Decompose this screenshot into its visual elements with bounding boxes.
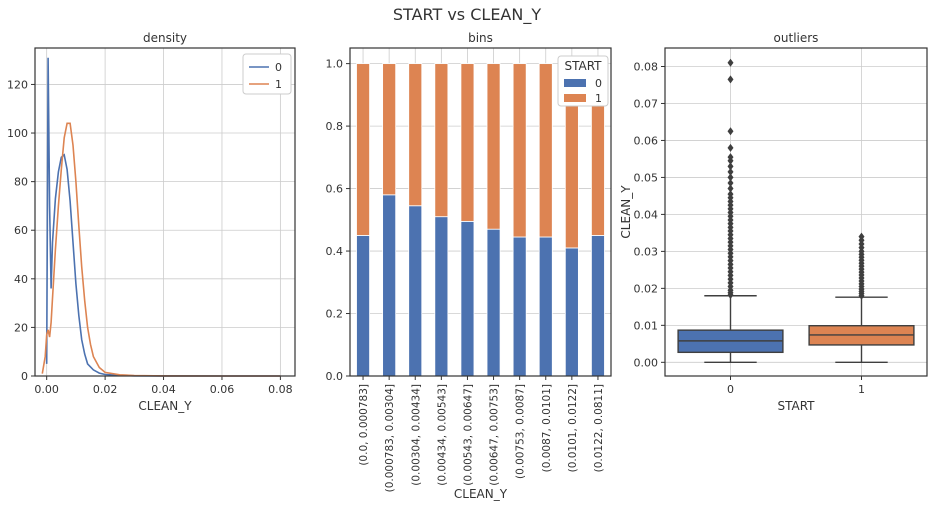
- bar-0: [538, 236, 553, 377]
- bar-1: [382, 63, 397, 196]
- bar-0: [486, 228, 501, 377]
- legend-box: [242, 53, 292, 95]
- y-tick-label: 0.2: [326, 308, 344, 321]
- y-tick-label: 0.00: [634, 356, 659, 369]
- y-tick-label: 60: [14, 224, 28, 237]
- outlier-point: [727, 184, 734, 193]
- y-tick-label: 0.0: [326, 370, 344, 383]
- x-tick-label: 0: [727, 383, 734, 396]
- x-tick-label: (0.0, 0.000783]: [358, 384, 370, 466]
- y-tick-label: 0.08: [634, 60, 659, 73]
- x-tick-label: (0.000783, 0.00304]: [384, 384, 396, 492]
- y-axis-label: CLEAN_Y: [619, 185, 633, 239]
- y-tick-label: 0.04: [634, 208, 659, 221]
- y-tick-label: 40: [14, 273, 28, 286]
- y-tick-label: 0.4: [326, 245, 344, 258]
- outlier-point: [727, 178, 734, 187]
- outlier-point: [727, 190, 734, 199]
- x-tick-label: 0.08: [268, 383, 293, 396]
- y-tick-label: 1.0: [326, 58, 344, 71]
- x-tick-label: (0.00647, 0.00753]: [489, 384, 501, 486]
- y-tick-label: 80: [14, 176, 28, 189]
- bar-1: [486, 63, 501, 230]
- x-axis-label: CLEAN_Y: [138, 399, 192, 413]
- bar-1: [408, 63, 423, 207]
- outlier-point: [727, 58, 734, 67]
- outlier-point: [727, 162, 734, 171]
- x-tick-label: (0.00304, 0.00434]: [410, 384, 422, 486]
- x-tick-label: (0.0101, 0.0122]: [567, 384, 579, 472]
- axes-frame: [34, 47, 296, 377]
- y-tick-label: 0.07: [634, 97, 659, 110]
- bar-0: [460, 220, 475, 377]
- y-tick-label: 0.01: [634, 319, 659, 332]
- x-axis-label: CLEAN_Y: [454, 487, 508, 501]
- bar-1: [538, 63, 553, 238]
- x-tick-label: (0.00753, 0.0087]: [515, 384, 527, 479]
- x-tick-label: (0.00543, 0.00647]: [462, 384, 474, 486]
- legend-swatch: [564, 94, 586, 102]
- axes-title: outliers: [774, 31, 819, 45]
- y-tick-label: 0.6: [326, 183, 344, 196]
- y-tick-label: 100: [7, 127, 28, 140]
- bar-0: [434, 216, 449, 377]
- outlier-point: [727, 127, 734, 136]
- outlier-point: [727, 167, 734, 176]
- y-tick-label: 0.8: [326, 120, 344, 133]
- outlier-point: [727, 173, 734, 182]
- bar-1: [512, 63, 527, 238]
- axes-title: bins: [468, 31, 493, 45]
- y-tick-label: 120: [7, 78, 28, 91]
- x-tick-label: (0.0087, 0.0101]: [541, 384, 553, 472]
- x-tick-label: 1: [858, 383, 865, 396]
- legend-label: 1: [595, 92, 602, 105]
- x-tick-label: (0.0122, 0.0811]: [593, 384, 605, 472]
- axes-frame: [664, 47, 928, 377]
- axes-frame: [349, 47, 612, 377]
- x-tick-label: 0.00: [34, 383, 59, 396]
- x-tick-label: 0.02: [93, 383, 118, 396]
- x-tick-label: 0.06: [210, 383, 235, 396]
- bar-0: [512, 236, 527, 377]
- bar-0: [382, 194, 397, 377]
- legend-label: 1: [275, 78, 282, 91]
- y-tick-label: 0.02: [634, 282, 659, 295]
- bar-1: [434, 63, 449, 218]
- bar-0: [591, 235, 605, 377]
- bar-0: [408, 205, 423, 377]
- bar-1: [460, 63, 475, 222]
- x-tick-label: 0.04: [151, 383, 176, 396]
- y-tick-label: 0: [21, 370, 28, 383]
- bar-1: [356, 63, 370, 236]
- legend-swatch: [564, 79, 586, 87]
- y-tick-label: 0.05: [634, 171, 659, 184]
- axes-title: density: [143, 31, 187, 45]
- y-tick-label: 20: [14, 321, 28, 334]
- outlier-point: [727, 143, 734, 152]
- outlier-point: [727, 153, 734, 162]
- figure-title: START vs CLEAN_Y: [393, 5, 541, 25]
- y-tick-label: 0.03: [634, 245, 659, 258]
- outlier-point: [727, 75, 734, 84]
- density-line-1: [41, 122, 281, 377]
- outlier-point: [858, 232, 865, 241]
- bar-0: [356, 235, 370, 377]
- y-tick-label: 0.06: [634, 134, 659, 147]
- bar-0: [564, 247, 579, 377]
- legend-title: START: [564, 59, 602, 73]
- x-tick-label: (0.00434, 0.00543]: [436, 384, 448, 486]
- legend-label: 0: [275, 61, 282, 74]
- legend-label: 0: [595, 77, 602, 90]
- x-axis-label: START: [777, 399, 815, 413]
